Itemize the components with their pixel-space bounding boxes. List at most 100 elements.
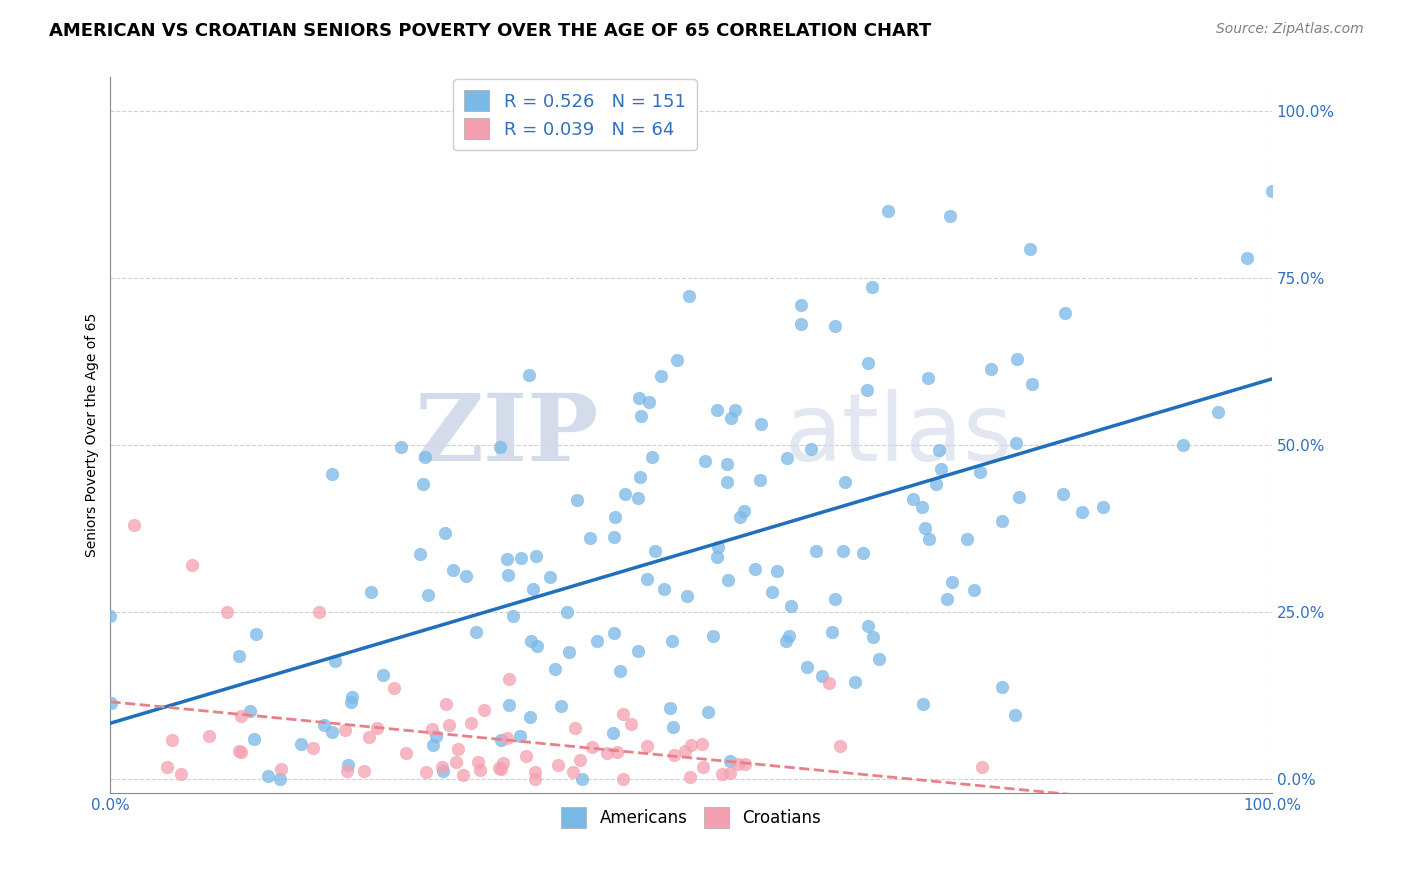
- Point: [941, 575, 963, 590]
- Point: [353, 764, 375, 779]
- Point: [718, 754, 741, 768]
- Point: [693, 453, 716, 467]
- Point: [510, 551, 533, 566]
- Point: [100, 609, 122, 624]
- Point: [991, 514, 1014, 528]
- Point: [156, 760, 179, 774]
- Point: [963, 582, 986, 597]
- Point: [245, 627, 267, 641]
- Point: [751, 417, 773, 431]
- Point: [860, 280, 883, 294]
- Point: [270, 762, 292, 776]
- Point: [676, 589, 699, 603]
- Point: [395, 746, 418, 760]
- Text: atlas: atlas: [785, 389, 1012, 481]
- Point: [775, 634, 797, 648]
- Point: [627, 491, 650, 505]
- Point: [716, 458, 738, 472]
- Point: [603, 530, 626, 544]
- Point: [936, 591, 959, 606]
- Point: [928, 443, 950, 458]
- Point: [228, 744, 250, 758]
- Point: [733, 504, 755, 518]
- Text: ZIP: ZIP: [413, 390, 598, 480]
- Point: [547, 758, 569, 772]
- Point: [498, 672, 520, 686]
- Point: [502, 608, 524, 623]
- Point: [1261, 184, 1284, 198]
- Point: [636, 739, 658, 754]
- Point: [340, 690, 363, 704]
- Point: [460, 716, 482, 731]
- Point: [711, 766, 734, 780]
- Point: [800, 442, 823, 457]
- Point: [371, 668, 394, 682]
- Point: [673, 744, 696, 758]
- Point: [228, 648, 250, 663]
- Point: [956, 532, 979, 546]
- Point: [523, 765, 546, 780]
- Point: [1007, 352, 1029, 367]
- Point: [718, 766, 741, 780]
- Point: [818, 675, 841, 690]
- Point: [868, 652, 890, 666]
- Point: [692, 760, 714, 774]
- Point: [856, 618, 879, 632]
- Point: [706, 403, 728, 417]
- Point: [432, 764, 454, 778]
- Point: [198, 729, 221, 743]
- Point: [492, 756, 515, 770]
- Point: [830, 739, 852, 753]
- Point: [789, 298, 811, 312]
- Point: [969, 465, 991, 479]
- Point: [489, 732, 512, 747]
- Point: [422, 738, 444, 752]
- Point: [215, 605, 238, 619]
- Point: [652, 582, 675, 596]
- Point: [628, 470, 651, 484]
- Point: [627, 643, 650, 657]
- Point: [243, 732, 266, 747]
- Point: [544, 662, 567, 676]
- Point: [765, 564, 787, 578]
- Point: [496, 568, 519, 582]
- Point: [638, 395, 661, 409]
- Point: [1053, 306, 1076, 320]
- Point: [488, 761, 510, 775]
- Point: [901, 491, 924, 506]
- Point: [1004, 707, 1026, 722]
- Y-axis label: Seniors Poverty Over the Age of 65: Seniors Poverty Over the Age of 65: [86, 313, 100, 558]
- Point: [679, 770, 702, 784]
- Text: Source: ZipAtlas.com: Source: ZipAtlas.com: [1216, 22, 1364, 37]
- Point: [776, 451, 799, 466]
- Point: [256, 769, 278, 783]
- Point: [824, 592, 846, 607]
- Point: [627, 392, 650, 406]
- Point: [696, 705, 718, 719]
- Point: [444, 755, 467, 769]
- Point: [821, 625, 844, 640]
- Point: [658, 701, 681, 715]
- Point: [761, 585, 783, 599]
- Point: [789, 318, 811, 332]
- Point: [302, 740, 325, 755]
- Point: [690, 737, 713, 751]
- Point: [724, 403, 747, 417]
- Point: [780, 599, 803, 613]
- Point: [727, 756, 749, 771]
- Point: [595, 746, 617, 760]
- Point: [678, 289, 700, 303]
- Point: [412, 477, 434, 491]
- Point: [229, 745, 252, 759]
- Point: [550, 698, 572, 713]
- Point: [468, 763, 491, 777]
- Point: [641, 450, 664, 464]
- Point: [613, 487, 636, 501]
- Point: [603, 626, 626, 640]
- Point: [1005, 436, 1028, 450]
- Point: [917, 371, 939, 385]
- Point: [495, 552, 517, 566]
- Point: [912, 697, 935, 711]
- Point: [323, 654, 346, 668]
- Point: [811, 669, 834, 683]
